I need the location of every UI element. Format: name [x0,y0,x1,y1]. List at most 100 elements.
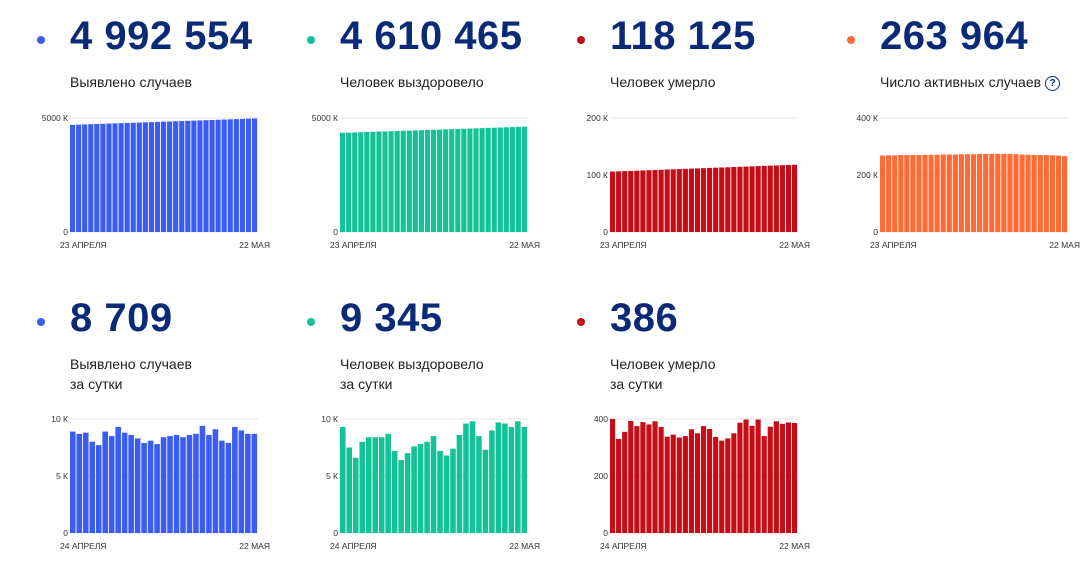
bar [1043,155,1049,232]
bar [785,422,792,533]
bar [749,166,755,232]
bar [394,130,400,232]
bar [179,121,185,232]
stat-label: Человек умерло [610,354,716,374]
stat-label: Человек выздоровело [340,354,484,374]
bar [707,428,713,533]
bar [652,169,658,232]
bar [489,430,495,533]
bar [610,419,616,533]
bar [412,130,418,232]
bar [640,422,646,533]
bar [112,123,118,232]
bar [749,425,755,533]
bar-chart: 0 5 К 10 К 24 АПРЕЛЯ 22 МАЯ [51,414,270,551]
stat-value: 8 709 [70,296,173,340]
bar-chart: 0 200 К 400 К 23 АПРЕЛЯ 22 МАЯ [857,113,1081,250]
bullet-dot-icon [577,36,585,44]
bar [430,436,437,533]
bar [88,124,94,232]
y-tick-label: 0 [63,227,68,237]
bar [417,444,424,533]
bar [946,154,952,232]
stat-label: Человек умерло [610,72,716,92]
bar [378,437,385,533]
bar [469,421,476,533]
bar [221,119,227,232]
bar [1013,154,1019,232]
bar [193,433,199,533]
bar [646,170,652,232]
bar [910,155,916,232]
bar [227,119,233,232]
x-tick-label: 22 МАЯ [1049,240,1080,250]
bar [209,119,215,232]
bar [495,422,502,533]
bar [731,167,737,232]
stat-label: Выявлено случаев [70,354,192,374]
bar [424,441,430,533]
bar [688,168,695,232]
bar [731,433,737,533]
bar [199,425,206,533]
stat-sublabel: за сутки [610,376,663,392]
bar [443,455,450,533]
bar [233,119,239,232]
help-icon[interactable]: ? [1045,76,1061,91]
bar [128,434,134,533]
stat-value: 4 992 554 [70,14,253,58]
bar [437,129,443,232]
bar [449,129,455,232]
bar [616,438,622,533]
bar [95,445,102,533]
bar [521,426,528,533]
bar [238,430,245,533]
stat-label-text: Человек выздоровело [340,74,484,90]
y-tick-label: 0 [333,528,338,538]
bar [82,432,89,533]
bar [142,122,148,232]
bar [485,127,491,232]
y-tick-label: 0 [603,528,608,538]
y-tick-label: 100 К [587,170,609,180]
bar [180,437,186,533]
bar [743,419,749,533]
bar [791,164,798,232]
stat-sublabel: за сутки [70,376,123,392]
bar [725,167,731,232]
bar [737,422,743,533]
bar-chart: 0 200 400 24 АПРЕЛЯ 22 МАЯ [594,414,810,551]
bar [108,436,115,533]
bar [364,131,370,232]
stat-value: 4 610 465 [340,14,523,58]
bar [977,153,983,232]
bar [628,170,634,232]
bar [219,440,225,533]
bar [761,165,767,232]
bar [388,131,394,232]
bar [682,168,688,232]
bar [700,426,707,533]
y-tick-label: 0 [63,528,68,538]
bar [610,171,616,232]
bar [508,426,515,533]
stat-sublabel: за сутки [340,376,393,392]
bar [212,429,219,533]
bar [476,436,482,533]
bar [346,132,352,232]
stat-value: 263 964 [880,14,1029,58]
bar [958,154,965,232]
bar [779,165,785,232]
bar [497,127,503,232]
bar [437,450,443,533]
bar [983,153,989,232]
y-tick-label: 5000 К [42,113,68,123]
bar [340,132,346,232]
bar [676,169,682,232]
stat-label-text: Человек умерло [610,74,716,90]
x-tick-label: 23 АПРЕЛЯ [60,240,107,250]
x-tick-label: 22 МАЯ [779,541,810,551]
bar [634,170,640,232]
